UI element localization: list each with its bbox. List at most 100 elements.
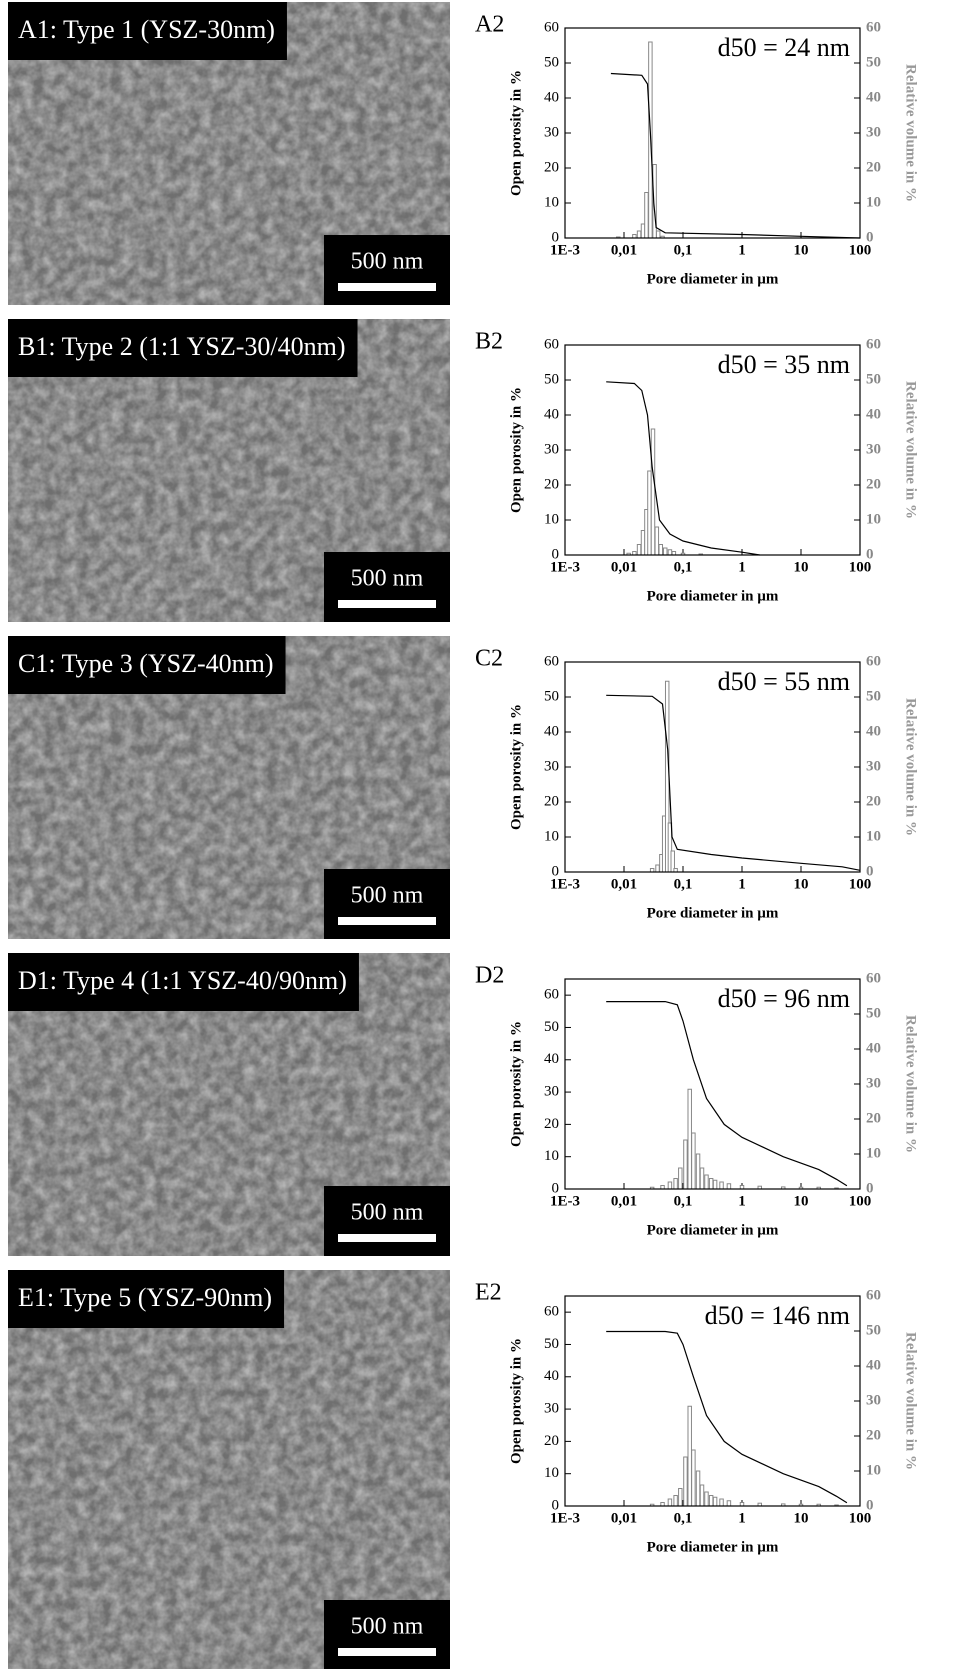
y2-tick-label: 10 [866,194,881,210]
y-axis-label: Open porosity in % [508,70,524,196]
x-axis-label: Pore diameter in µm [647,1222,779,1238]
x-tick-label: 0,01 [611,559,637,575]
y-tick-label: 60 [544,987,559,1003]
y2-tick-label: 60 [866,970,881,986]
scale-bar-box [324,1600,450,1669]
scale-bar-box [324,1186,450,1256]
x-tick-label: 1E-3 [550,1510,580,1526]
y2-tick-label: 60 [866,19,881,35]
y2-tick-label: 0 [866,863,874,879]
y2-tick-label: 0 [866,1497,874,1513]
x-tick-label: 0,01 [611,242,637,258]
x-axis-label: Pore diameter in µm [647,1539,779,1555]
histogram-bar [655,864,660,873]
porosity-line [606,1330,848,1504]
plot-frame [564,1295,861,1507]
y2-tick-label: 50 [866,1322,881,1338]
scale-bar-label: 500 nm [351,566,424,592]
y-tick-label: 30 [544,441,559,457]
x-tick-label: 1E-3 [550,876,580,892]
histogram-bar [687,1405,692,1507]
scale-bar-box [324,869,450,939]
x-tick-label: 100 [849,242,872,258]
y2-axis-label: Relative volume in % [903,64,919,202]
y2-tick-label: 50 [866,54,881,70]
plot-frame [564,27,861,239]
histogram-bar [636,544,642,556]
image-label: D1: Type 4 (1:1 YSZ-40/90nm) [18,966,347,995]
panel-label: A2 [475,12,504,38]
x-tick-label: 10 [794,559,809,575]
y2-tick-label: 0 [866,229,874,245]
y-tick-label: 40 [544,1051,559,1067]
scale-bar [338,917,436,925]
scale-bar [338,1234,436,1242]
y-tick-label: 0 [552,1180,560,1196]
y-tick-label: 50 [544,371,559,387]
x-tick-label: 0,1 [674,1510,693,1526]
x-axis-label: Pore diameter in µm [647,905,779,921]
panel-label: E2 [475,1280,502,1306]
histogram-bar [708,1495,714,1507]
y-tick-label: 30 [544,1401,559,1417]
y2-tick-label: 30 [866,441,881,457]
histogram-bar [712,1179,718,1190]
y2-tick-label: 10 [866,511,881,527]
y-tick-label: 50 [544,1019,559,1035]
y-tick-label: 20 [544,1433,559,1449]
y-tick-label: 40 [544,1368,559,1384]
y-tick-label: 10 [544,194,559,210]
x-axis-label: Pore diameter in µm [647,271,779,287]
histogram-bar [667,1498,673,1507]
label-box [8,636,286,694]
y-tick-label: 0 [552,546,560,562]
y2-tick-label: 30 [866,1075,881,1091]
y-tick-label: 20 [544,159,559,175]
x-tick-label: 0,01 [611,1510,637,1526]
porosity-line [606,694,861,871]
x-tick-label: 1E-3 [550,1193,580,1209]
histogram-bar [699,1484,705,1507]
x-tick-label: 100 [849,1510,872,1526]
y2-tick-label: 60 [866,336,881,352]
x-tick-label: 1 [738,242,746,258]
y-tick-label: 60 [544,653,559,669]
y-tick-label: 60 [544,336,559,352]
histogram-bar [683,1456,688,1507]
y2-tick-label: 20 [866,793,881,809]
histogram-bar [683,1139,688,1190]
panel-label: D2 [475,963,504,989]
plot-frame [564,661,861,873]
y2-tick-label: 10 [866,1145,881,1161]
image-label: A1: Type 1 (YSZ-30nm) [18,15,275,44]
scale-bar-label: 500 nm [351,1614,424,1640]
y-tick-label: 50 [544,1336,559,1352]
histogram-bar [704,1491,709,1507]
histogram-bar [678,1167,683,1190]
y-tick-label: 40 [544,406,559,422]
y-axis-label: Open porosity in % [508,704,524,830]
y-tick-label: 30 [544,758,559,774]
x-tick-label: 10 [794,1510,809,1526]
x-tick-label: 10 [794,242,809,258]
scale-bar-label: 500 nm [351,1200,424,1226]
y-tick-label: 10 [544,1148,559,1164]
y-tick-label: 20 [544,1116,559,1132]
histogram-bar [647,470,652,556]
label-box [8,319,358,377]
y-tick-label: 20 [544,793,559,809]
x-tick-label: 0,01 [611,1193,637,1209]
y-tick-label: 30 [544,124,559,140]
y2-tick-label: 30 [866,124,881,140]
y2-tick-label: 20 [866,1427,881,1443]
y-axis-label: Open porosity in % [508,1338,524,1464]
y-tick-label: 0 [552,863,560,879]
histogram-bar [712,1496,718,1507]
histogram-bar [678,1488,683,1507]
y2-axis-label: Relative volume in % [903,1332,919,1470]
x-tick-label: 0,1 [674,242,693,258]
y-tick-label: 10 [544,1465,559,1481]
x-tick-label: 100 [849,1193,872,1209]
histogram-bar [654,526,660,556]
